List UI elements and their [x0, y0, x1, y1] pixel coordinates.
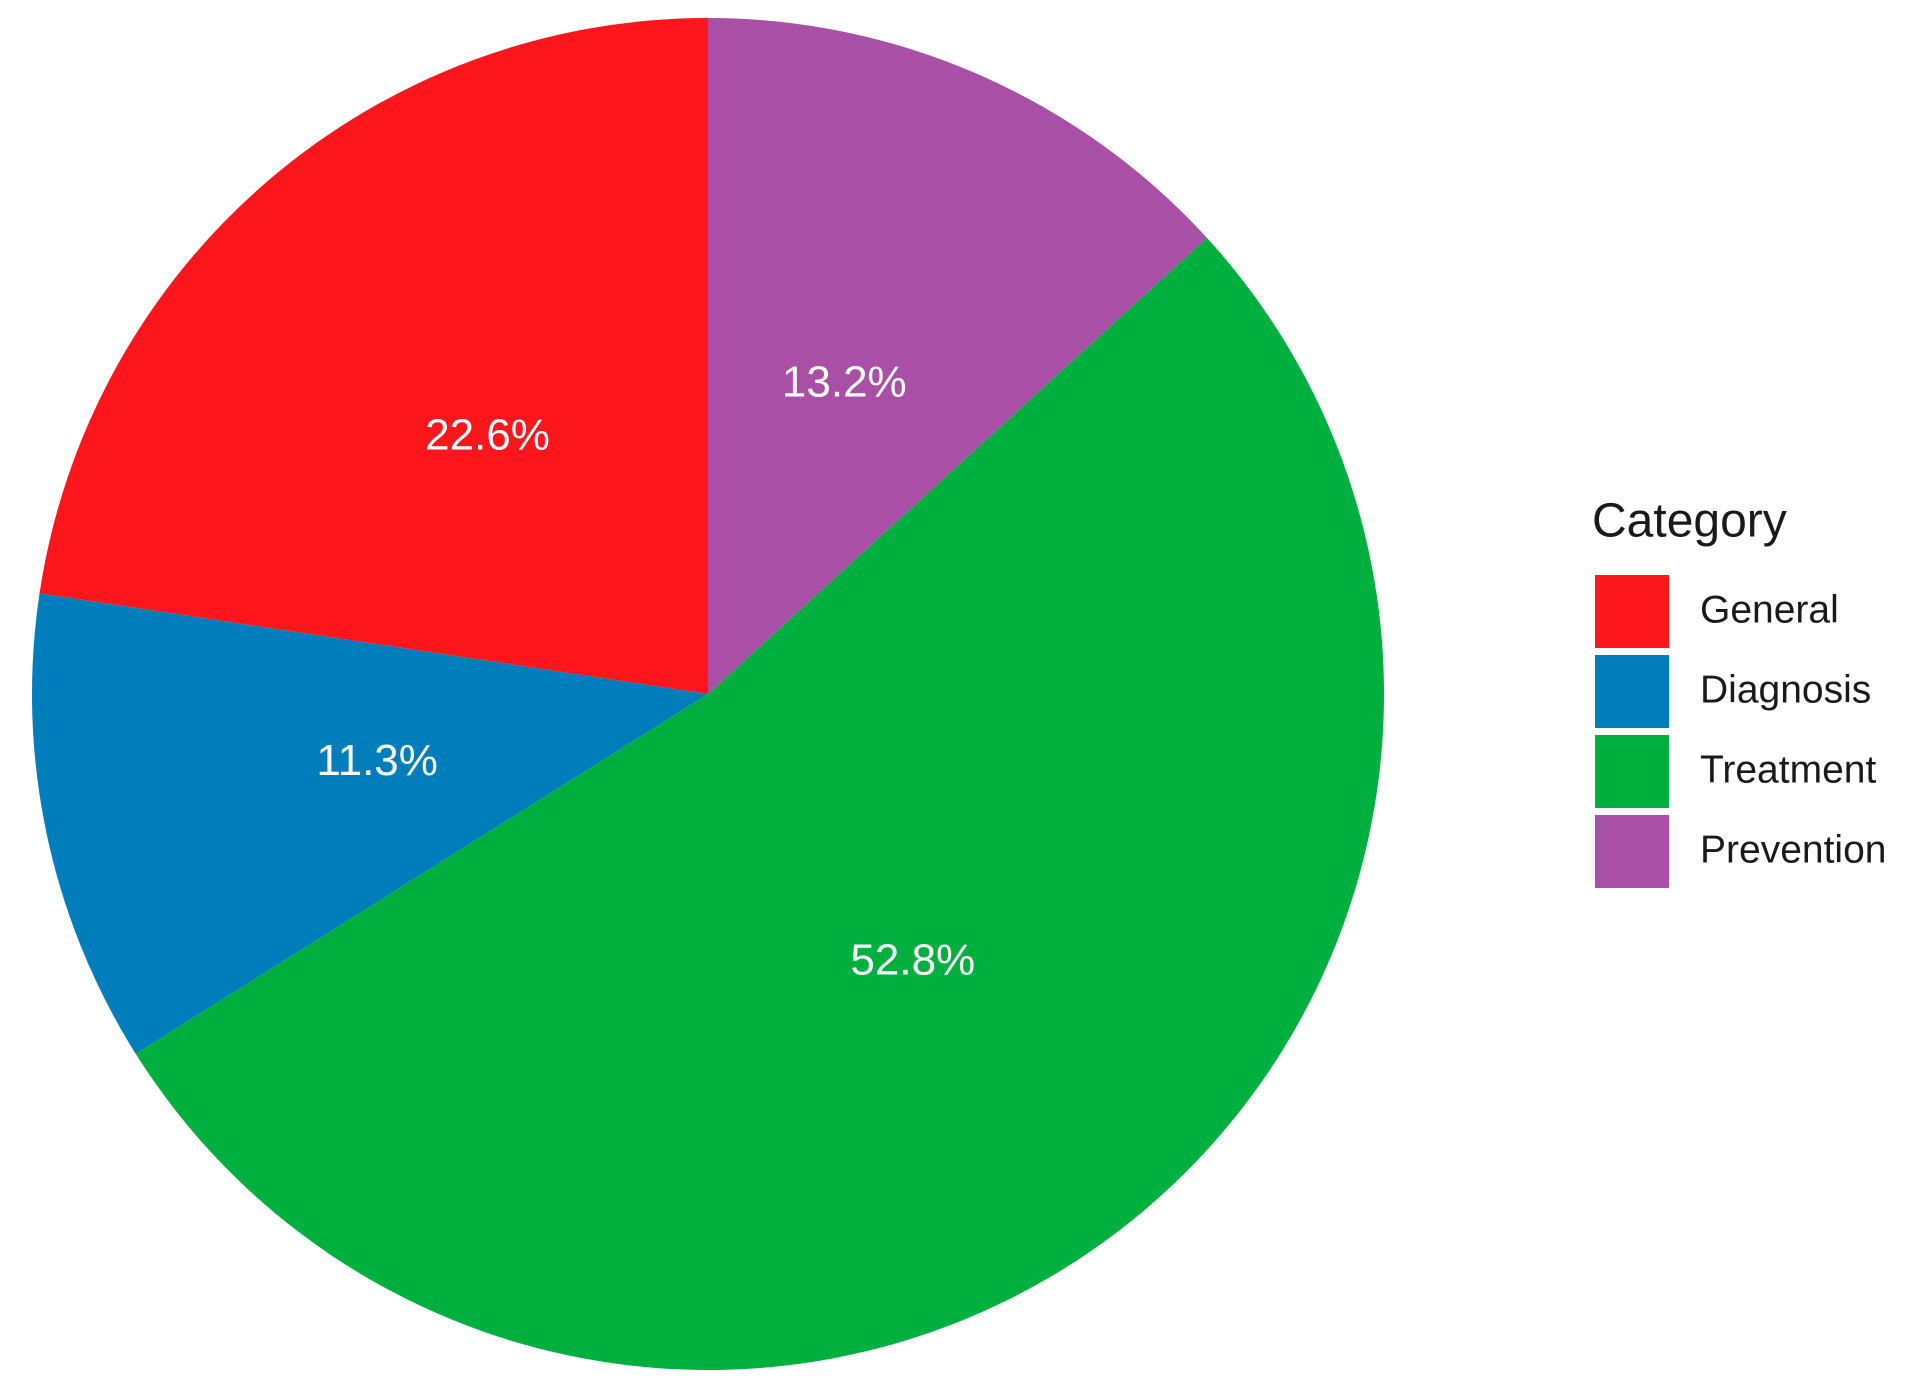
- legend-label: Prevention: [1700, 828, 1886, 871]
- pie-slice: [39, 18, 708, 694]
- slice-label: 52.8%: [850, 936, 975, 985]
- legend-label: Diagnosis: [1700, 668, 1871, 711]
- slice-label: 11.3%: [316, 736, 438, 785]
- pie-slice: [135, 237, 1385, 1371]
- legend-key: [1595, 815, 1669, 888]
- pie-slice: [31, 593, 708, 1054]
- legend-key: [1595, 735, 1669, 808]
- legend-key: [1595, 575, 1669, 648]
- legend-label: Treatment: [1700, 748, 1876, 791]
- slice-label: 13.2%: [782, 357, 907, 406]
- legend-key: [1595, 655, 1669, 728]
- legend-title: Category: [1592, 495, 1787, 548]
- pie-slice: [708, 18, 1207, 694]
- slice-label: 22.6%: [425, 410, 550, 459]
- legend-label: General: [1700, 588, 1839, 631]
